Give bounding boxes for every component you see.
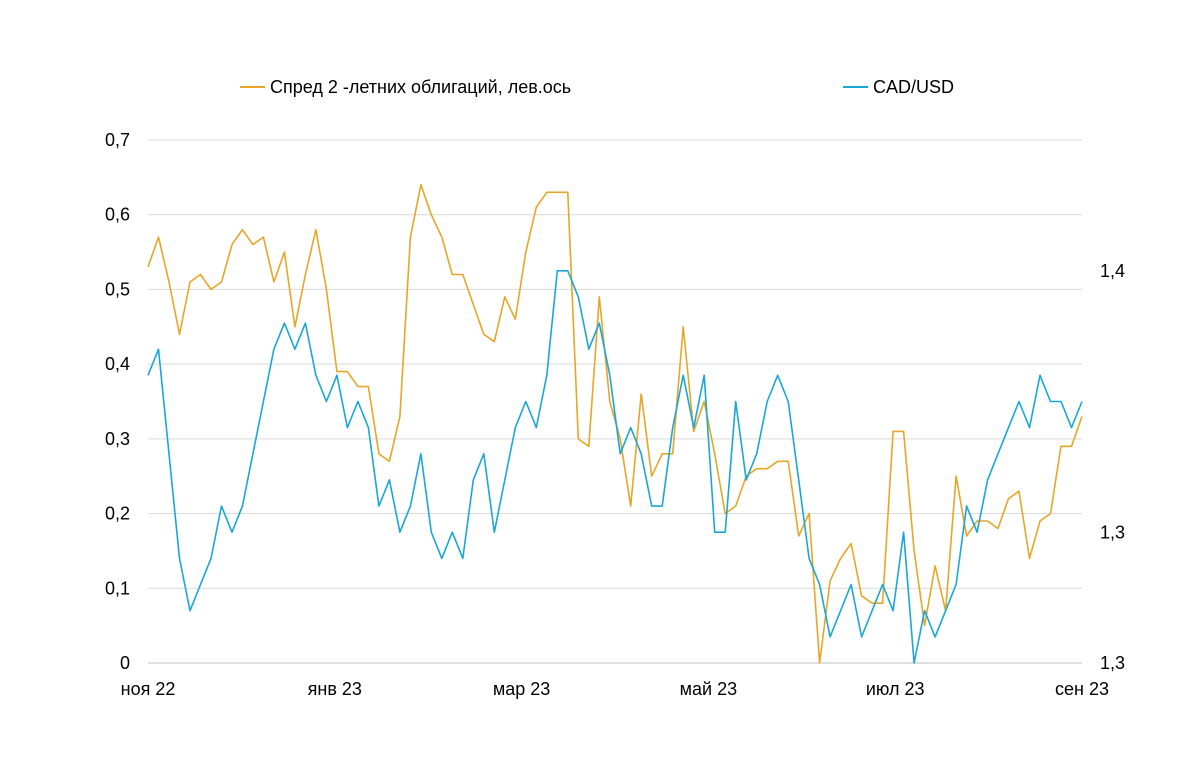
right-axis-ticks: 1,3 1,3 1,4 [1100, 261, 1125, 673]
left-axis-ticks: 0 0,1 0,2 0,3 0,4 0,5 0,6 0,7 [105, 130, 130, 673]
left-axis-tick-label: 0,6 [105, 205, 130, 225]
x-axis-tick-label: мар 23 [493, 679, 550, 699]
left-axis-tick-label: 0,3 [105, 429, 130, 449]
left-axis-tick-label: 0,4 [105, 354, 130, 374]
gridlines [148, 139, 1082, 664]
series-lines [147, 184, 1083, 664]
left-axis-tick-label: 0,5 [105, 279, 130, 299]
legend-label-spread: Спред 2 -летних облигаций, лев.ось [270, 77, 571, 97]
legend-label-cad-usd: CAD/USD [873, 77, 954, 97]
x-axis-ticks: ноя 22 янв 23 мар 23 май 23 июл 23 сен 23 [121, 679, 1109, 699]
x-axis-tick-label: ноя 22 [121, 679, 176, 699]
legend: Спред 2 -летних облигаций, лев.ось CAD/U… [240, 77, 954, 97]
x-axis-tick-label: май 23 [680, 679, 737, 699]
x-axis-tick-label: июл 23 [866, 679, 925, 699]
x-axis-tick-label: сен 23 [1055, 679, 1109, 699]
right-axis-tick-label: 1,3 [1100, 522, 1125, 542]
left-axis-tick-label: 0,1 [105, 578, 130, 598]
right-axis-tick-label: 1,3 [1100, 653, 1125, 673]
series-line-spread [147, 184, 1083, 664]
left-axis-tick-label: 0,2 [105, 504, 130, 524]
x-axis-tick-label: янв 23 [308, 679, 362, 699]
right-axis-tick-label: 1,4 [1100, 261, 1125, 281]
left-axis-tick-label: 0,7 [105, 130, 130, 150]
left-axis-tick-label: 0 [120, 653, 130, 673]
series-line-cad-usd [147, 270, 1083, 664]
